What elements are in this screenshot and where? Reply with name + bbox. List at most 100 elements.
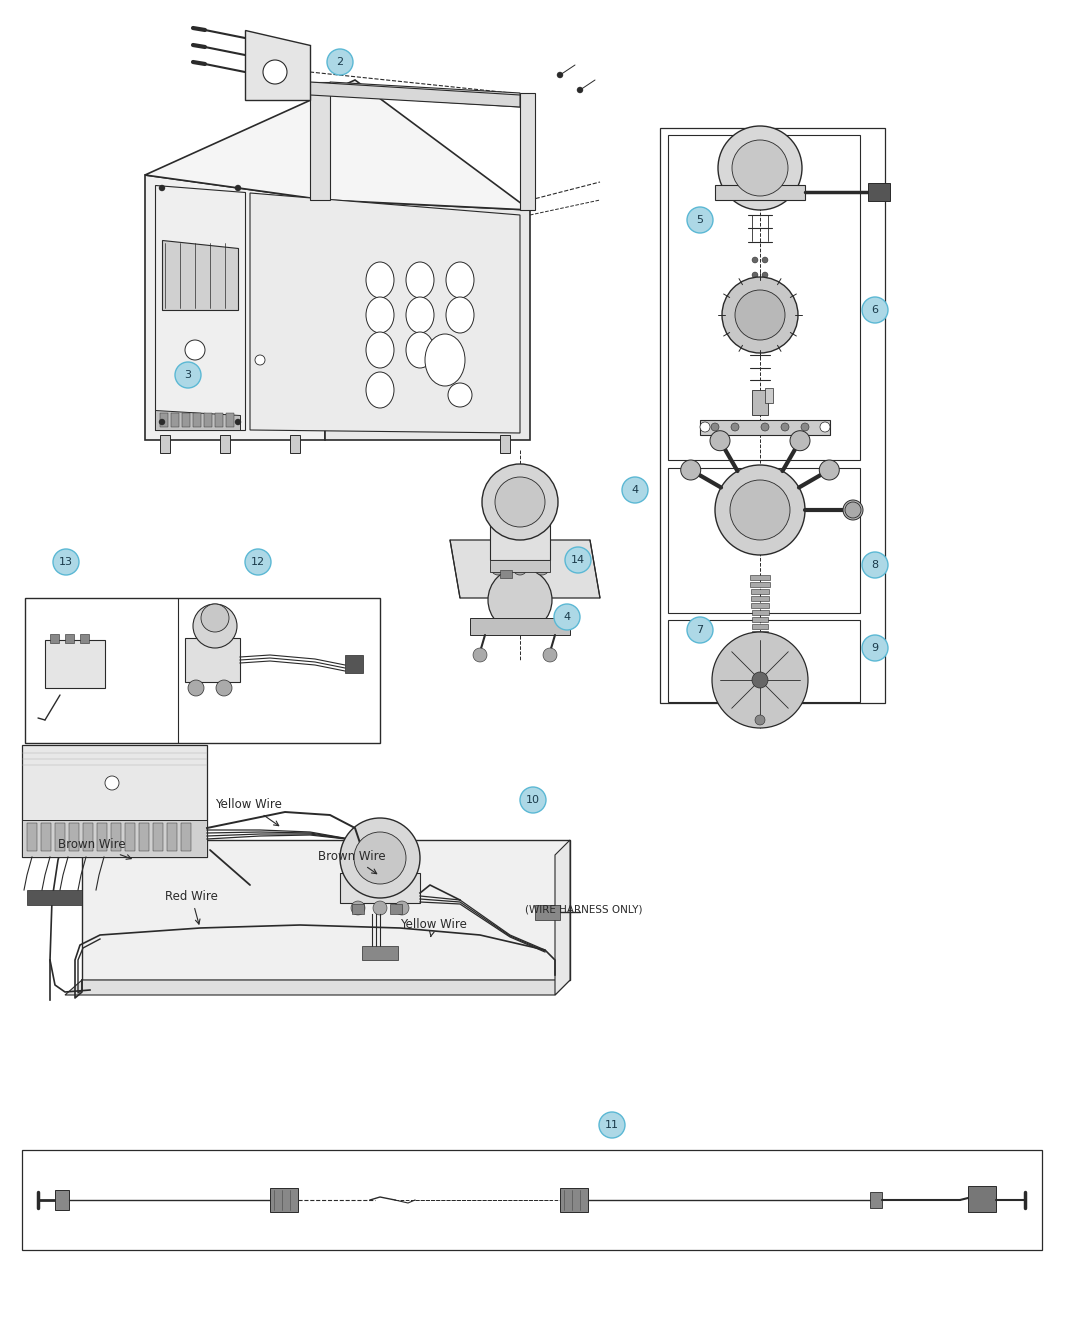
Circle shape: [354, 832, 406, 884]
Circle shape: [159, 185, 165, 192]
Text: 5: 5: [697, 216, 703, 225]
Ellipse shape: [406, 297, 434, 333]
Polygon shape: [520, 93, 535, 210]
Text: 10: 10: [526, 795, 540, 805]
Bar: [752, 624, 768, 630]
Circle shape: [599, 1111, 625, 1138]
Bar: [83, 823, 93, 851]
Bar: [22, 1150, 1042, 1250]
Circle shape: [862, 552, 888, 578]
Bar: [125, 823, 135, 851]
Circle shape: [801, 423, 809, 431]
Bar: [160, 435, 170, 453]
Circle shape: [845, 502, 861, 518]
Bar: [352, 904, 364, 914]
Bar: [752, 638, 767, 643]
Circle shape: [731, 423, 739, 431]
Circle shape: [235, 419, 241, 425]
Polygon shape: [700, 421, 830, 435]
Circle shape: [488, 568, 552, 632]
Circle shape: [473, 648, 487, 662]
Circle shape: [159, 419, 165, 425]
Bar: [750, 582, 769, 587]
Bar: [752, 390, 768, 415]
Circle shape: [216, 680, 232, 696]
Polygon shape: [490, 520, 550, 560]
Bar: [751, 603, 769, 608]
Polygon shape: [82, 840, 570, 980]
Polygon shape: [310, 83, 520, 106]
Circle shape: [735, 290, 785, 339]
Circle shape: [820, 422, 830, 433]
Bar: [751, 610, 768, 615]
Bar: [668, 469, 860, 614]
Bar: [660, 128, 885, 703]
Text: 13: 13: [59, 556, 73, 567]
Ellipse shape: [366, 371, 394, 409]
Circle shape: [732, 140, 788, 196]
Circle shape: [54, 548, 79, 575]
Circle shape: [710, 431, 730, 451]
Polygon shape: [555, 840, 570, 996]
Polygon shape: [325, 200, 530, 441]
Circle shape: [193, 604, 236, 648]
Polygon shape: [470, 618, 570, 635]
Circle shape: [862, 635, 888, 662]
Bar: [204, 413, 212, 427]
Circle shape: [762, 257, 768, 264]
Bar: [220, 435, 230, 453]
Polygon shape: [245, 31, 310, 100]
Bar: [752, 631, 767, 636]
Polygon shape: [450, 540, 600, 598]
Circle shape: [340, 819, 421, 898]
Circle shape: [554, 604, 580, 630]
Circle shape: [245, 548, 271, 575]
Bar: [160, 413, 168, 427]
Circle shape: [715, 465, 805, 555]
Circle shape: [700, 422, 710, 433]
Text: Yellow Wire: Yellow Wire: [400, 918, 467, 937]
Circle shape: [843, 500, 863, 520]
Text: 4: 4: [631, 484, 639, 495]
Text: 3: 3: [184, 370, 192, 379]
Circle shape: [687, 618, 713, 643]
Circle shape: [730, 480, 790, 540]
Circle shape: [762, 272, 768, 278]
Bar: [215, 413, 223, 427]
Bar: [80, 634, 89, 643]
Circle shape: [188, 680, 204, 696]
Bar: [500, 570, 513, 578]
Ellipse shape: [366, 331, 394, 367]
Bar: [185, 638, 240, 681]
Circle shape: [755, 715, 765, 725]
Text: 7: 7: [697, 626, 704, 635]
Circle shape: [513, 560, 528, 575]
Bar: [65, 634, 74, 643]
Text: Brown Wire: Brown Wire: [318, 851, 385, 873]
Circle shape: [542, 648, 557, 662]
Text: 2: 2: [336, 57, 343, 67]
Circle shape: [201, 604, 229, 632]
Circle shape: [577, 87, 583, 93]
Circle shape: [752, 672, 768, 688]
Bar: [345, 655, 363, 673]
Bar: [765, 389, 773, 403]
Circle shape: [687, 208, 713, 233]
Bar: [55, 1190, 68, 1210]
Bar: [55, 823, 65, 851]
Bar: [139, 823, 149, 851]
Circle shape: [448, 383, 472, 407]
Polygon shape: [146, 174, 325, 441]
Circle shape: [862, 297, 888, 323]
Circle shape: [761, 423, 769, 431]
Circle shape: [327, 49, 353, 75]
Text: 14: 14: [571, 555, 585, 564]
Bar: [50, 634, 59, 643]
Text: Brown Wire: Brown Wire: [58, 839, 132, 860]
Circle shape: [557, 72, 563, 79]
Bar: [41, 823, 51, 851]
Bar: [153, 823, 163, 851]
Circle shape: [781, 423, 789, 431]
Circle shape: [395, 901, 409, 914]
Bar: [490, 560, 550, 572]
